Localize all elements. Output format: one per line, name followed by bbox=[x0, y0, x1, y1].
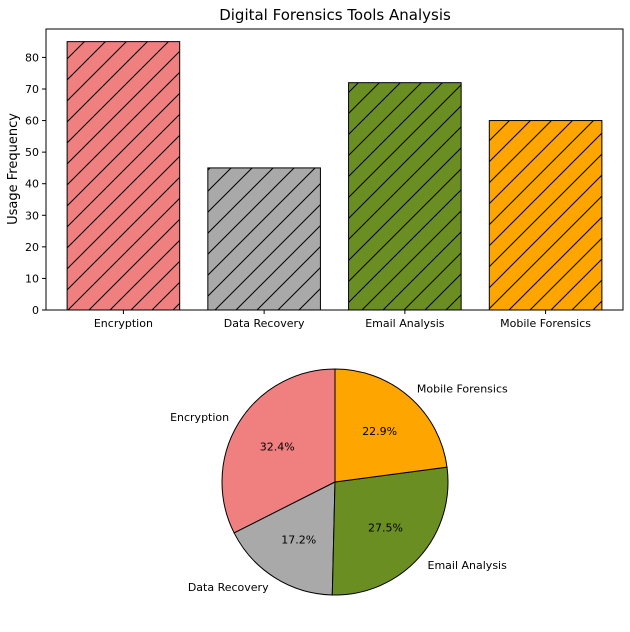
pie-slices bbox=[221, 368, 449, 596]
bar bbox=[207, 167, 321, 311]
x-tick-label: Mobile Forensics bbox=[500, 317, 591, 330]
pie-slice bbox=[331, 466, 449, 596]
x-tick-label: Encryption bbox=[94, 317, 153, 330]
x-tick-label: Email Analysis bbox=[365, 317, 445, 330]
pie-category-label: Email Analysis bbox=[428, 559, 508, 572]
y-tick-label: 50 bbox=[25, 146, 39, 159]
y-tick-label: 0 bbox=[32, 304, 39, 317]
chart-title: Digital Forensics Tools Analysis bbox=[219, 6, 451, 24]
y-axis-label: Usage Frequency bbox=[6, 113, 21, 225]
pie-labels: 32.4% Encryption 17.2% Data Recovery 27.5% Em… bbox=[170, 383, 508, 595]
pie-chart: 32.4% Encryption 17.2% Data Recovery 27.5% Em… bbox=[170, 368, 508, 596]
pie-percent-label: 22.9% bbox=[362, 425, 397, 438]
y-tick-label: 60 bbox=[25, 115, 39, 128]
pie-category-label: Mobile Forensics bbox=[417, 383, 508, 396]
plot-frame bbox=[45, 28, 624, 311]
y-tick-label: 80 bbox=[25, 51, 39, 64]
pie-slice bbox=[334, 368, 448, 483]
y-tick-label: 70 bbox=[25, 83, 39, 96]
x-axis-ticks: Encryption Data Recovery Email Analysis Mob… bbox=[94, 310, 591, 330]
pie-slice bbox=[233, 481, 336, 596]
bar bbox=[66, 41, 181, 311]
bar bbox=[348, 82, 462, 311]
bar-hatch bbox=[66, 41, 181, 311]
pie-slice bbox=[221, 368, 336, 534]
bar-series bbox=[66, 41, 603, 311]
bar-hatch bbox=[348, 82, 462, 311]
pie-percent-label: 17.2% bbox=[281, 533, 316, 546]
bar-chart: Digital Forensics Tools Analysis Usage F… bbox=[6, 6, 624, 330]
y-tick-label: 20 bbox=[25, 241, 39, 254]
pie-percent-label: 27.5% bbox=[368, 521, 403, 534]
y-axis-ticks: 0 10 20 30 40 50 60 70 80 bbox=[25, 51, 46, 317]
y-tick-label: 30 bbox=[25, 209, 39, 222]
y-tick-label: 10 bbox=[25, 272, 39, 285]
bar-hatch bbox=[207, 167, 321, 311]
x-tick-label: Data Recovery bbox=[224, 317, 305, 330]
pie-category-label: Data Recovery bbox=[188, 581, 269, 594]
bar-hatch bbox=[488, 120, 603, 311]
y-tick-label: 40 bbox=[25, 178, 39, 191]
pie-percent-label: 32.4% bbox=[260, 440, 295, 453]
pie-category-label: Encryption bbox=[170, 411, 229, 424]
bar bbox=[488, 120, 603, 311]
